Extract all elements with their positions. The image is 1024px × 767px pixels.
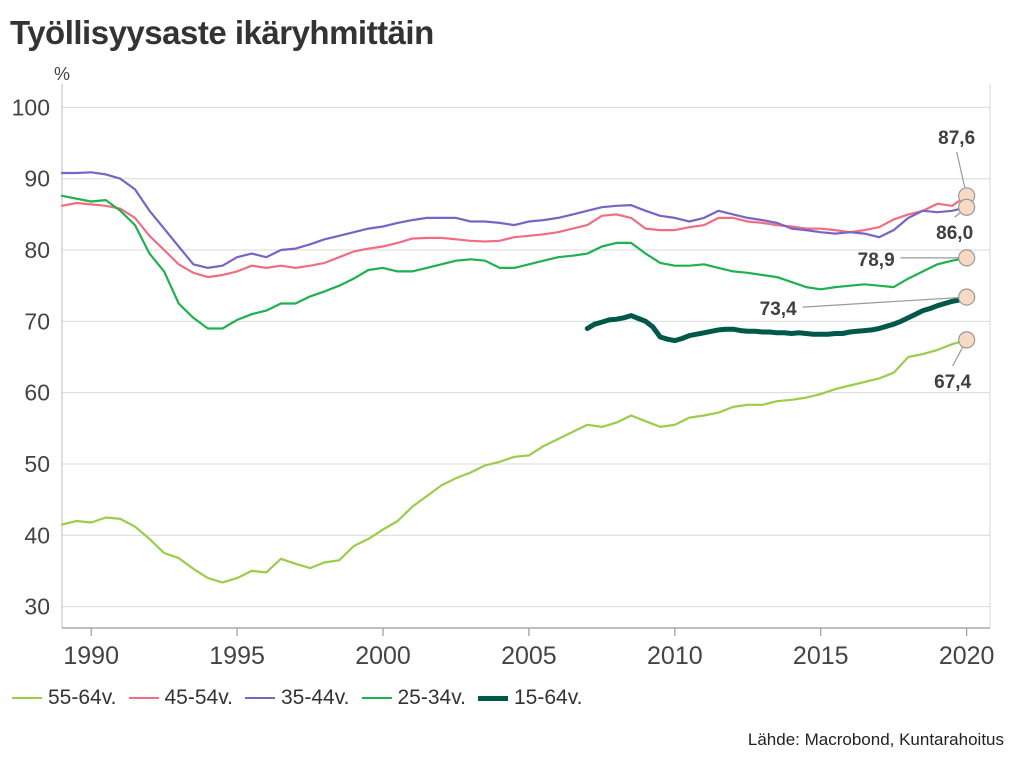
legend-label: 55-64v. (48, 686, 117, 709)
x-tick-label: 1990 (63, 642, 119, 670)
end-labels: 67,4 87,6 86,0 78,9 73,4 (760, 128, 976, 393)
end-point-marker (958, 288, 976, 306)
end-point-marker (958, 249, 976, 267)
legend-item: 35-44v. (245, 686, 350, 710)
series-line-15-64v. (584, 294, 970, 344)
x-tick-label: 2005 (501, 642, 557, 670)
x-tick-label: 1995 (209, 642, 265, 670)
legend-swatch (361, 696, 392, 700)
series-line-55-64v. (60, 338, 968, 584)
x-tick-label: 2000 (355, 642, 411, 670)
legend-item: 25-34v. (361, 686, 467, 710)
series-line-25-34v. (60, 194, 968, 330)
y-tick-label: 50 (24, 451, 50, 477)
legend-swatch (12, 696, 42, 700)
label-leader-line (802, 296, 967, 308)
y-tick-label: 100 (12, 94, 50, 120)
end-value-label: 73,4 (760, 299, 797, 320)
end-point-marker (958, 198, 976, 216)
series-lines (60, 171, 970, 584)
y-tick-label: 60 (24, 380, 50, 406)
legend-swatch (478, 695, 508, 701)
y-axis-unit-label: % (54, 64, 70, 84)
gridlines (62, 106, 990, 608)
series-line-35-44v. (60, 171, 968, 269)
legend-swatch (245, 696, 275, 700)
legend: 55-64v. 45-54v. 35-44v. 25-34v. 15-64v. (12, 686, 595, 710)
y-tick-label: 30 (24, 594, 50, 620)
legend-item: 15-64v. (478, 686, 583, 710)
end-point-marker (958, 331, 976, 349)
legend-label: 15-64v. (514, 686, 583, 709)
legend-item: 45-54v. (128, 686, 234, 710)
legend-swatch (128, 696, 159, 700)
legend-label: 45-54v. (164, 686, 234, 709)
legend-label: 25-34v. (397, 686, 467, 709)
axes: 30 40 50 60 70 80 90 100% 1990 1995 2000 2005 2010 20… (12, 64, 995, 670)
legend-label: 35-44v. (281, 686, 350, 709)
x-tick-label: 2015 (793, 642, 849, 670)
end-value-label: 86,0 (936, 223, 973, 244)
chart-plot: 30 40 50 60 70 80 90 100% 1990 1995 2000 2005 2010 20… (12, 64, 995, 670)
x-tick-label: 2010 (647, 642, 703, 670)
chart-title: Työllisyysaste ikäryhmittäin (10, 14, 434, 51)
y-tick-label: 80 (24, 237, 50, 263)
legend-item: 55-64v. (12, 686, 117, 710)
y-tick-label: 90 (24, 166, 50, 192)
series-line-45-54v. (60, 194, 968, 279)
x-tick-label: 2020 (939, 642, 995, 670)
y-tick-label: 40 (24, 522, 50, 548)
end-value-label: 67,4 (934, 372, 971, 393)
end-value-label: 78,9 (858, 250, 895, 271)
y-tick-label: 70 (24, 308, 50, 334)
source-note: Lähde: Macrobond, Kuntarahoitus (747, 730, 1004, 749)
end-value-label: 87,6 (938, 128, 975, 149)
